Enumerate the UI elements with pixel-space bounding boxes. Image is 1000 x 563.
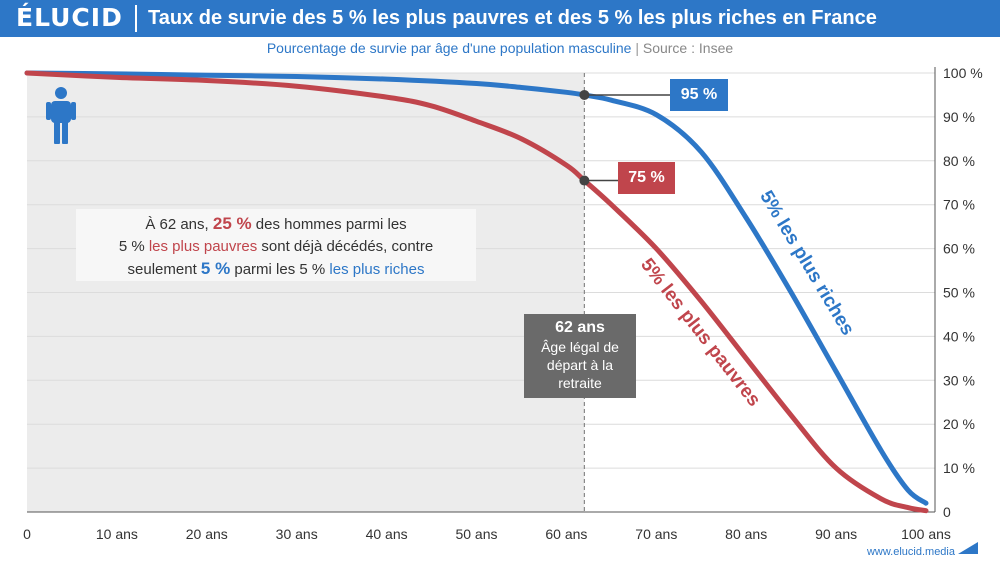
retirement-text: départ à la [546, 357, 614, 373]
y-tick-label: 100 % [943, 65, 983, 81]
poor-marker-point [579, 175, 590, 186]
y-tick-label: 50 % [943, 285, 975, 301]
source-label: Source : Insee [642, 40, 734, 56]
rich-marker-point [579, 89, 590, 100]
x-tick-label: 10 ans [96, 526, 138, 542]
y-tick-label: 30 % [943, 372, 975, 388]
y-tick-label: 60 % [943, 241, 975, 257]
header-divider [135, 5, 137, 32]
x-tick-label: 80 ans [725, 526, 767, 542]
series-label-poor: 5% les plus pauvres [636, 255, 764, 411]
chart-title: Taux de survie des 5 % les plus pauvres … [148, 7, 877, 29]
note-text: parmi les 5 % [230, 261, 330, 278]
retirement-text: retraite [558, 375, 602, 391]
x-tick-label: 30 ans [276, 526, 318, 542]
series-line-rich [24, 70, 929, 506]
subtitle-text: Pourcentage de survie par âge d'une popu… [266, 40, 632, 56]
x-tick-label: 40 ans [366, 526, 408, 542]
note-text: À 62 ans, [145, 216, 213, 233]
retirement-text: Âge légal de [541, 339, 619, 355]
y-tick-label: 80 % [943, 153, 975, 169]
y-tick-label: 10 % [943, 460, 975, 476]
footer-url: www.elucid.media [866, 546, 955, 558]
retirement-age: 62 ans [555, 319, 605, 336]
note-text: des hommes parmi les [251, 216, 407, 233]
note-text: 5 % [118, 238, 149, 255]
x-tick-label: 20 ans [186, 526, 228, 542]
retirement-label: 62 ans Âge légal de départ à la retraite [524, 314, 636, 398]
poor-value-badge: 75 % [618, 162, 675, 194]
x-tick-label: 0 [23, 526, 31, 542]
y-tick-label: 70 % [943, 197, 975, 213]
x-tick-label: 100 ans [901, 526, 951, 542]
note-highlight-poor: les plus pauvres [148, 238, 258, 255]
note-highlight-rich: les plus riches [329, 261, 425, 278]
note-value-rich: 5 % [200, 259, 231, 278]
note-text: seulement [127, 261, 201, 278]
note-value-poor: 25 % [212, 214, 252, 233]
y-tick-label: 20 % [943, 416, 975, 432]
person-icon [46, 87, 76, 144]
y-tick-label: 90 % [943, 109, 975, 125]
y-tick-label: 40 % [943, 328, 975, 344]
subtitle-separator: | [635, 40, 639, 56]
x-tick-label: 70 ans [635, 526, 677, 542]
x-tick-label: 60 ans [545, 526, 587, 542]
rich-value-badge: 95 % [670, 79, 728, 111]
header-bar: ÉLUCID Taux de survie des 5 % les plus p… [0, 0, 1000, 37]
x-tick-label: 90 ans [815, 526, 857, 542]
x-tick-label: 50 ans [455, 526, 497, 542]
annotation-box: À 62 ans, 25 % des hommes parmi les 5 % … [76, 209, 476, 281]
chart-subtitle: Pourcentage de survie par âge d'une popu… [0, 40, 1000, 56]
elucid-logo: ÉLUCID [16, 3, 123, 32]
y-tick-label: 0 [943, 504, 951, 520]
note-text: sont déjà décédés, contre [257, 238, 434, 255]
triangle-icon [958, 542, 978, 554]
